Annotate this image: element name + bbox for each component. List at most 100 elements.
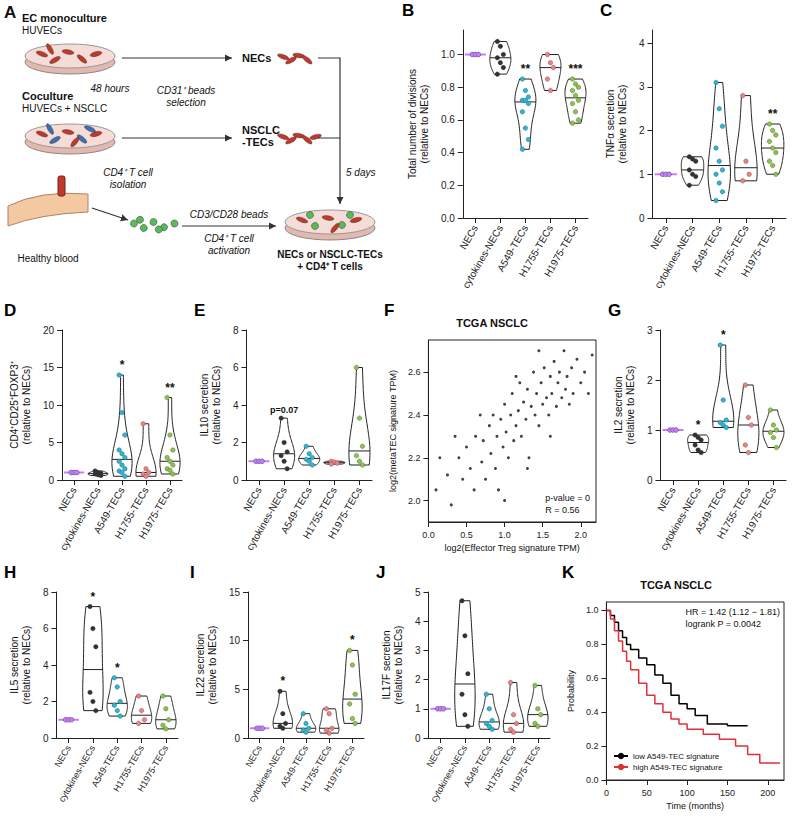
svg-text:Time (months): Time (months) [666, 801, 724, 811]
svg-text:NECs: NECs [458, 223, 481, 251]
svg-text:cytokines-NECs: cytokines-NECs [244, 485, 289, 552]
svg-text:3: 3 [415, 645, 421, 656]
svg-text:logrank P = 0.0042: logrank P = 0.0042 [685, 619, 761, 629]
svg-text:8: 8 [233, 325, 239, 336]
svg-text:CD4⁺CD25⁺FOXP3⁺: CD4⁺CD25⁺FOXP3⁺ [9, 360, 20, 448]
svg-text:10: 10 [43, 400, 55, 411]
svg-text:(relative to NECs): (relative to NECs) [617, 85, 628, 164]
svg-text:*: * [91, 590, 96, 604]
svg-text:100: 100 [680, 788, 695, 798]
svg-text:6: 6 [43, 623, 49, 634]
svg-text:0.0: 0.0 [586, 775, 599, 785]
svg-text:*: * [696, 418, 701, 432]
svg-text:0: 0 [233, 475, 239, 486]
svg-text:4: 4 [233, 400, 239, 411]
svg-text:NECs: NECs [242, 52, 271, 64]
svg-text:H1975-TECs: H1975-TECs [508, 743, 543, 793]
svg-text:HR = 1.42 (1.12 − 1.81): HR = 1.42 (1.12 − 1.81) [685, 607, 780, 617]
svg-text:NECs or NSCLC-TECs: NECs or NSCLC-TECs [277, 249, 383, 260]
svg-text:H1975-TECs: H1975-TECs [739, 223, 777, 278]
svg-text:*: * [350, 633, 355, 647]
svg-text:**: ** [521, 62, 531, 76]
svg-text:E: E [194, 301, 205, 320]
svg-text:NSCLC: NSCLC [242, 124, 280, 136]
svg-text:IL5 secretion: IL5 secretion [9, 636, 20, 693]
svg-text:5: 5 [415, 587, 421, 598]
svg-text:0.4: 0.4 [441, 147, 455, 158]
svg-text:Coculture: Coculture [22, 90, 73, 102]
svg-text:CD3/CD28 beads: CD3/CD28 beads [190, 209, 268, 220]
svg-text:IL22 secretion: IL22 secretion [195, 634, 206, 697]
svg-text:H: H [4, 563, 16, 582]
svg-text:1.0: 1.0 [498, 530, 511, 540]
svg-text:3: 3 [639, 81, 645, 92]
svg-text:2: 2 [639, 125, 645, 136]
svg-text:4: 4 [639, 38, 645, 49]
svg-text:0.5: 0.5 [460, 530, 473, 540]
svg-text:cytokines-NECs: cytokines-NECs [57, 743, 98, 804]
svg-text:IL10 secretion: IL10 secretion [199, 374, 210, 437]
svg-text:1.0: 1.0 [441, 49, 455, 60]
svg-text:5 days: 5 days [346, 167, 375, 178]
svg-text:0: 0 [604, 788, 609, 798]
svg-text:(relative to NECs): (relative to NECs) [625, 366, 636, 445]
svg-text:EC monoculture: EC monoculture [22, 12, 107, 24]
svg-text:high A549-TEC signature: high A549-TEC signature [633, 763, 723, 772]
svg-text:D: D [4, 301, 16, 320]
svg-text:Total number of divisions: Total number of divisions [407, 69, 418, 179]
svg-text:1: 1 [415, 703, 421, 714]
svg-text:6: 6 [233, 362, 239, 373]
svg-text:0.0: 0.0 [441, 213, 455, 224]
svg-text:*: * [120, 358, 125, 372]
svg-text:0: 0 [647, 475, 653, 486]
svg-text:**: ** [768, 107, 778, 121]
svg-text:NECs: NECs [425, 743, 446, 769]
svg-text:8: 8 [43, 587, 49, 598]
svg-text:1.5: 1.5 [536, 530, 549, 540]
svg-text:R = 0.56: R = 0.56 [545, 505, 579, 515]
svg-text:IL2 secretion: IL2 secretion [613, 376, 624, 433]
svg-text:0.8: 0.8 [441, 82, 455, 93]
svg-text:20: 20 [43, 325, 55, 336]
svg-text:5: 5 [48, 437, 54, 448]
svg-text:NECs: NECs [648, 223, 671, 251]
svg-text:H1975-TECs: H1975-TECs [542, 223, 580, 278]
svg-text:-TECs: -TECs [242, 136, 274, 148]
svg-text:2.0: 2.0 [408, 496, 421, 506]
svg-text:10: 10 [229, 635, 241, 646]
svg-text:H1975-TECs: H1975-TECs [322, 743, 357, 793]
svg-text:0: 0 [415, 733, 421, 744]
svg-text:0.4: 0.4 [586, 707, 599, 717]
svg-text:Probability: Probability [566, 669, 576, 712]
svg-text:Healthy blood: Healthy blood [17, 253, 78, 264]
svg-text:+ CD4⁺ T cells: + CD4⁺ T cells [297, 261, 363, 272]
svg-text:H1975-TECs: H1975-TECs [136, 743, 171, 793]
svg-text:H1975-TECs: H1975-TECs [326, 485, 364, 540]
svg-text:2: 2 [415, 674, 421, 685]
svg-text:*: * [115, 661, 120, 675]
svg-text:H1975-TECs: H1975-TECs [136, 485, 174, 540]
svg-text:*: * [721, 328, 726, 342]
svg-text:0.2: 0.2 [586, 741, 599, 751]
svg-text:J: J [376, 563, 385, 582]
svg-text:15: 15 [229, 587, 241, 598]
svg-text:3: 3 [647, 325, 653, 336]
svg-text:CD4⁺ T cell: CD4⁺ T cell [204, 233, 254, 244]
svg-text:1.0: 1.0 [586, 605, 599, 615]
svg-text:CD31⁺ beads: CD31⁺ beads [157, 85, 216, 96]
svg-text:cytokines-NECs: cytokines-NECs [58, 485, 103, 552]
svg-text:(relative to NECs): (relative to NECs) [207, 626, 218, 705]
svg-text:0.6: 0.6 [441, 114, 455, 125]
svg-text:log2(metaTEC signature TPM): log2(metaTEC signature TPM) [388, 370, 398, 492]
svg-text:0: 0 [639, 213, 645, 224]
svg-text:0: 0 [48, 475, 54, 486]
svg-text:1: 1 [647, 425, 653, 436]
svg-text:0.6: 0.6 [586, 673, 599, 683]
svg-text:0: 0 [43, 733, 49, 744]
svg-text:2.2: 2.2 [408, 453, 421, 463]
svg-text:cytokines-NECs: cytokines-NECs [429, 743, 470, 804]
svg-text:(relative to NECs): (relative to NECs) [21, 366, 32, 445]
svg-text:NECs: NECs [241, 485, 264, 513]
svg-text:(relative to NECs): (relative to NECs) [393, 626, 404, 705]
svg-text:2: 2 [43, 696, 49, 707]
